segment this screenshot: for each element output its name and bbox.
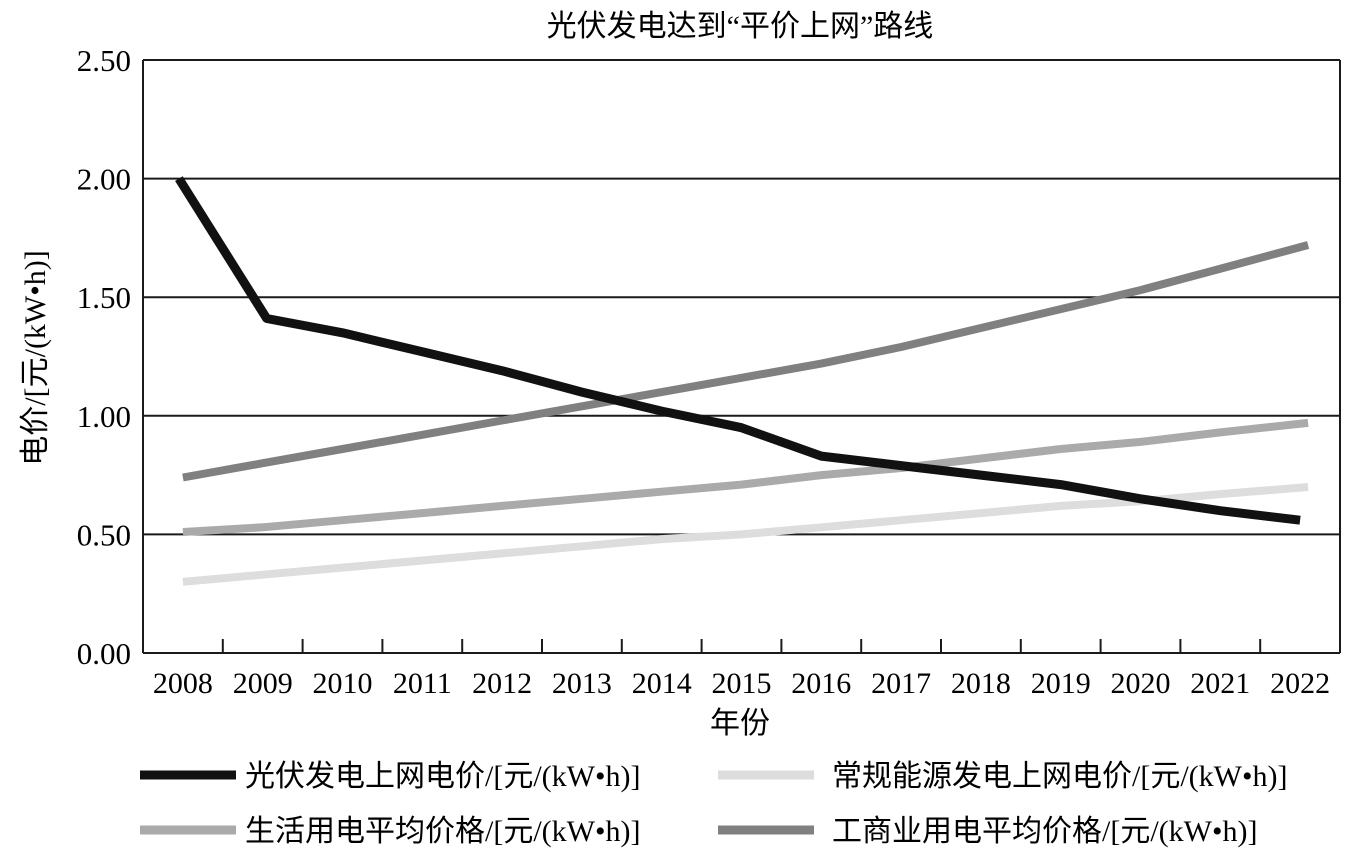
axes: 0.00 0.50 1.00 1.50 2.00 2.50 2008 2009 2010 2011…: [77, 43, 1341, 700]
x-tick-label: 2015: [712, 667, 772, 700]
x-tick-label: 2016: [791, 667, 851, 700]
legend-label: 生活用电平均价格/[元/(kW•h)]: [245, 815, 640, 848]
x-tick-label: 2018: [951, 667, 1011, 700]
x-tick-label: 2008: [153, 667, 213, 700]
x-tick-label: 2019: [1031, 667, 1091, 700]
y-axis-label: 电价/[元/(kW•h)]: [19, 250, 52, 465]
x-tick-label: 2014: [632, 667, 692, 700]
x-tick-label: 2013: [552, 667, 612, 700]
y-tick-label: 1.50: [77, 280, 131, 315]
legend-label: 常规能源发电上网电价/[元/(kW•h)]: [832, 760, 1287, 793]
y-tick-label: 2.50: [77, 43, 131, 78]
legend-label: 光伏发电上网电价/[元/(kW•h)]: [245, 760, 640, 793]
chart-title: 光伏发电达到“平价上网”路线: [547, 10, 934, 43]
gridlines: [143, 59, 1340, 536]
x-tick-label: 2022: [1270, 667, 1330, 700]
x-tick-label: 2020: [1111, 667, 1171, 700]
y-tick-label: 0.00: [77, 636, 131, 671]
x-tick-label: 2012: [472, 667, 532, 700]
x-tick-label: 2009: [233, 667, 293, 700]
x-tick-label: 2011: [393, 667, 452, 700]
legend-label: 工商业用电平均价格/[元/(kW•h)]: [832, 815, 1257, 848]
x-tick-label: 2021: [1190, 667, 1250, 700]
series-lines: [175, 176, 1310, 586]
x-axis-label: 年份: [710, 707, 770, 740]
x-tick-label: 2010: [313, 667, 373, 700]
legend: 光伏发电上网电价/[元/(kW•h)] 常规能源发电上网电价/[元/(kW•h)]…: [140, 760, 1287, 848]
y-tick-label: 2.00: [77, 162, 131, 197]
series-line-3: [182, 418, 1309, 536]
y-tick-label: 1.00: [77, 399, 131, 434]
y-tick-label: 0.50: [77, 517, 131, 552]
series-line-1: [175, 176, 1301, 525]
series-line-2: [182, 483, 1309, 586]
series-line-4: [182, 241, 1310, 482]
x-tick-label: 2017: [871, 667, 931, 700]
